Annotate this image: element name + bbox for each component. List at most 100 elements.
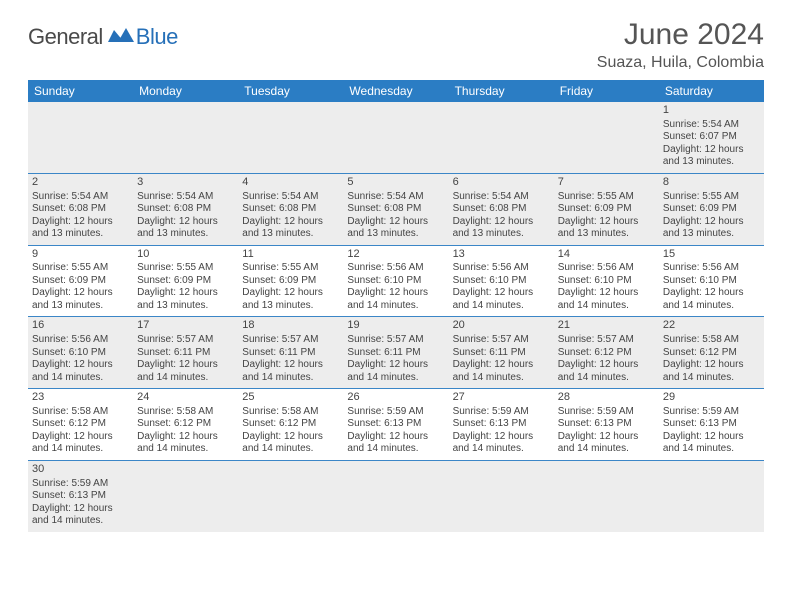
calendar-cell: 24Sunrise: 5:58 AMSunset: 6:12 PMDayligh… <box>133 389 238 461</box>
calendar-row: 30Sunrise: 5:59 AMSunset: 6:13 PMDayligh… <box>28 460 764 531</box>
daylight-min-line: and 13 minutes. <box>242 228 339 241</box>
sunset-line: Sunset: 6:12 PM <box>137 418 234 431</box>
day-number: 17 <box>137 319 234 333</box>
sunrise-line: Sunrise: 5:56 AM <box>347 262 444 275</box>
sunrise-line: Sunrise: 5:57 AM <box>137 334 234 347</box>
sunrise-line: Sunrise: 5:58 AM <box>663 334 760 347</box>
calendar-cell <box>449 102 554 173</box>
sunset-line: Sunset: 6:08 PM <box>347 203 444 216</box>
sunrise-line: Sunrise: 5:59 AM <box>663 406 760 419</box>
sunrise-line: Sunrise: 5:59 AM <box>453 406 550 419</box>
daylight-line: Daylight: 12 hours <box>453 431 550 444</box>
sunset-line: Sunset: 6:12 PM <box>242 418 339 431</box>
location: Suaza, Huila, Colombia <box>597 54 764 72</box>
day-number: 30 <box>32 463 129 477</box>
sunrise-line: Sunrise: 5:59 AM <box>558 406 655 419</box>
sunrise-line: Sunrise: 5:57 AM <box>558 334 655 347</box>
daylight-line: Daylight: 12 hours <box>32 287 129 300</box>
calendar-cell <box>238 102 343 173</box>
calendar-cell <box>133 102 238 173</box>
sunrise-line: Sunrise: 5:59 AM <box>32 478 129 491</box>
daylight-line: Daylight: 12 hours <box>137 216 234 229</box>
calendar-cell <box>659 460 764 531</box>
calendar-row: 9Sunrise: 5:55 AMSunset: 6:09 PMDaylight… <box>28 245 764 317</box>
daylight-min-line: and 13 minutes. <box>242 300 339 313</box>
daylight-min-line: and 13 minutes. <box>32 300 129 313</box>
daylight-line: Daylight: 12 hours <box>347 216 444 229</box>
sunset-line: Sunset: 6:09 PM <box>137 275 234 288</box>
daylight-line: Daylight: 12 hours <box>242 216 339 229</box>
sunset-line: Sunset: 6:13 PM <box>347 418 444 431</box>
sunrise-line: Sunrise: 5:56 AM <box>663 262 760 275</box>
day-number: 16 <box>32 319 129 333</box>
sunset-line: Sunset: 6:09 PM <box>32 275 129 288</box>
day-number: 9 <box>32 248 129 262</box>
calendar-cell: 9Sunrise: 5:55 AMSunset: 6:09 PMDaylight… <box>28 245 133 317</box>
day-number: 4 <box>242 176 339 190</box>
calendar-cell <box>133 460 238 531</box>
calendar-cell: 2Sunrise: 5:54 AMSunset: 6:08 PMDaylight… <box>28 173 133 245</box>
calendar-cell <box>449 460 554 531</box>
calendar-table: Sunday Monday Tuesday Wednesday Thursday… <box>28 80 764 532</box>
day-header: Monday <box>133 80 238 102</box>
sunset-line: Sunset: 6:13 PM <box>558 418 655 431</box>
day-header: Friday <box>554 80 659 102</box>
calendar-cell: 7Sunrise: 5:55 AMSunset: 6:09 PMDaylight… <box>554 173 659 245</box>
day-number: 25 <box>242 391 339 405</box>
sunrise-line: Sunrise: 5:58 AM <box>137 406 234 419</box>
calendar-cell <box>554 102 659 173</box>
daylight-line: Daylight: 12 hours <box>347 431 444 444</box>
sunset-line: Sunset: 6:12 PM <box>558 347 655 360</box>
daylight-line: Daylight: 12 hours <box>32 216 129 229</box>
day-number: 6 <box>453 176 550 190</box>
sunset-line: Sunset: 6:10 PM <box>347 275 444 288</box>
sunrise-line: Sunrise: 5:57 AM <box>453 334 550 347</box>
day-header: Tuesday <box>238 80 343 102</box>
daylight-min-line: and 14 minutes. <box>663 443 760 456</box>
day-number: 11 <box>242 248 339 262</box>
daylight-min-line: and 14 minutes. <box>558 300 655 313</box>
sunset-line: Sunset: 6:09 PM <box>242 275 339 288</box>
day-number: 10 <box>137 248 234 262</box>
calendar-cell: 18Sunrise: 5:57 AMSunset: 6:11 PMDayligh… <box>238 317 343 389</box>
day-number: 12 <box>347 248 444 262</box>
daylight-min-line: and 14 minutes. <box>347 300 444 313</box>
daylight-min-line: and 14 minutes. <box>32 515 129 528</box>
day-number: 13 <box>453 248 550 262</box>
day-number: 14 <box>558 248 655 262</box>
calendar-cell: 16Sunrise: 5:56 AMSunset: 6:10 PMDayligh… <box>28 317 133 389</box>
daylight-min-line: and 14 minutes. <box>347 443 444 456</box>
sunrise-line: Sunrise: 5:54 AM <box>242 191 339 204</box>
daylight-line: Daylight: 12 hours <box>453 216 550 229</box>
header: General Blue June 2024 Suaza, Huila, Col… <box>28 18 764 72</box>
sunset-line: Sunset: 6:10 PM <box>663 275 760 288</box>
sunrise-line: Sunrise: 5:56 AM <box>558 262 655 275</box>
daylight-min-line: and 14 minutes. <box>32 372 129 385</box>
daylight-line: Daylight: 12 hours <box>242 359 339 372</box>
day-number: 3 <box>137 176 234 190</box>
calendar-cell: 4Sunrise: 5:54 AMSunset: 6:08 PMDaylight… <box>238 173 343 245</box>
calendar-cell: 8Sunrise: 5:55 AMSunset: 6:09 PMDaylight… <box>659 173 764 245</box>
calendar-cell: 1Sunrise: 5:54 AMSunset: 6:07 PMDaylight… <box>659 102 764 173</box>
day-header: Wednesday <box>343 80 448 102</box>
daylight-line: Daylight: 12 hours <box>137 359 234 372</box>
sunset-line: Sunset: 6:09 PM <box>663 203 760 216</box>
sunset-line: Sunset: 6:11 PM <box>347 347 444 360</box>
daylight-min-line: and 14 minutes. <box>32 443 129 456</box>
daylight-min-line: and 14 minutes. <box>558 372 655 385</box>
daylight-min-line: and 13 minutes. <box>453 228 550 241</box>
daylight-min-line: and 13 minutes. <box>663 228 760 241</box>
day-header-row: Sunday Monday Tuesday Wednesday Thursday… <box>28 80 764 102</box>
daylight-min-line: and 14 minutes. <box>558 443 655 456</box>
calendar-cell: 13Sunrise: 5:56 AMSunset: 6:10 PMDayligh… <box>449 245 554 317</box>
calendar-cell: 12Sunrise: 5:56 AMSunset: 6:10 PMDayligh… <box>343 245 448 317</box>
calendar-cell <box>554 460 659 531</box>
calendar-cell <box>343 102 448 173</box>
day-number: 7 <box>558 176 655 190</box>
calendar-cell: 11Sunrise: 5:55 AMSunset: 6:09 PMDayligh… <box>238 245 343 317</box>
day-number: 24 <box>137 391 234 405</box>
daylight-line: Daylight: 12 hours <box>663 431 760 444</box>
sunrise-line: Sunrise: 5:58 AM <box>32 406 129 419</box>
calendar-cell: 21Sunrise: 5:57 AMSunset: 6:12 PMDayligh… <box>554 317 659 389</box>
sunset-line: Sunset: 6:13 PM <box>663 418 760 431</box>
